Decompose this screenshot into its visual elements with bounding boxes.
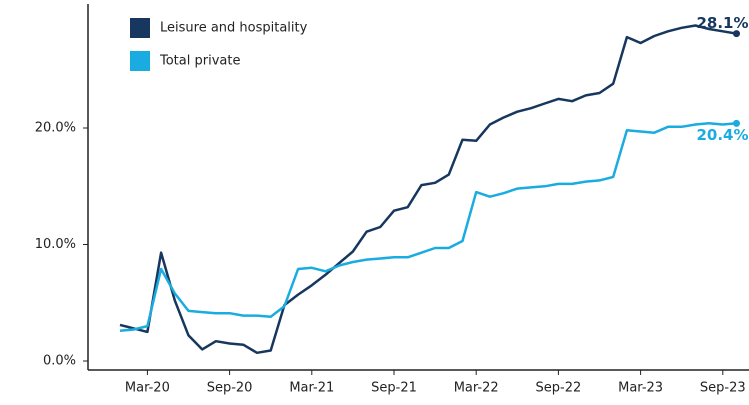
x-tick-label: Mar-20: [125, 381, 170, 396]
x-tick-label: Sep-23: [700, 381, 746, 396]
y-tick-label: 20.0%: [35, 121, 76, 136]
legend-label: Total private: [159, 54, 240, 69]
legend-label: Leisure and hospitality: [160, 21, 308, 36]
x-tick-label: Sep-22: [536, 381, 582, 396]
series-line: [119, 122, 737, 332]
end-label: 28.1%: [696, 14, 748, 32]
x-tick-label: Mar-21: [289, 381, 334, 396]
x-tick-label: Mar-22: [454, 381, 499, 396]
end-point: [733, 30, 740, 38]
x-tick-label: Sep-20: [207, 381, 253, 396]
y-tick-label: 10.0%: [35, 237, 76, 252]
y-tick-label: 0.0%: [43, 354, 76, 369]
x-tick-label: Sep-21: [371, 381, 417, 396]
series-line: [119, 24, 737, 355]
end-point: [733, 119, 740, 127]
x-tick-label: Mar-23: [618, 381, 663, 396]
legend-swatch: [130, 51, 150, 71]
legend-swatch: [130, 18, 150, 38]
end-label: 20.4%: [696, 126, 748, 144]
